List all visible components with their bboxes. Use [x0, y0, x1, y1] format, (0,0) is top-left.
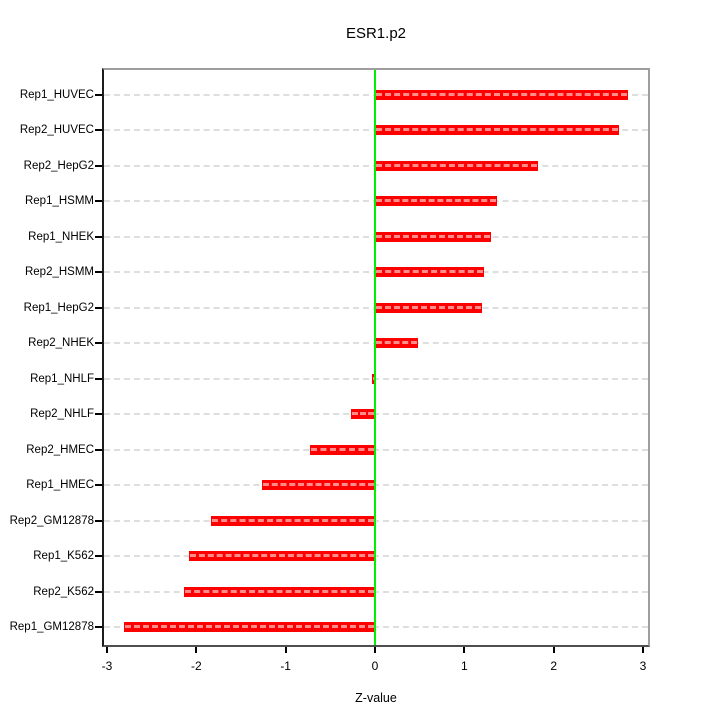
- bar-stripe: [262, 483, 374, 487]
- bar-stripe: [184, 589, 374, 593]
- bar-stripe: [376, 128, 618, 132]
- x-axis-tick: [552, 647, 555, 653]
- bar: [123, 622, 375, 633]
- y-axis-tick: [95, 413, 102, 416]
- bar: [375, 302, 483, 313]
- bar: [375, 90, 628, 100]
- y-axis-label: Rep2_HepG2: [23, 159, 94, 172]
- y-axis-tick: [95, 235, 102, 238]
- bar: [183, 586, 375, 597]
- y-axis-tick: [95, 129, 102, 132]
- x-axis-tick-label: -1: [280, 659, 291, 673]
- bar: [372, 373, 375, 384]
- x-axis-tick: [284, 647, 287, 653]
- y-axis-tick: [95, 306, 102, 309]
- x-axis-tick-label: 1: [460, 659, 468, 673]
- y-axis-tick: [95, 94, 102, 96]
- x-axis-title: Z-value: [355, 691, 397, 705]
- y-axis-label: Rep2_K562: [33, 585, 94, 598]
- y-axis-label: Rep1_HUVEC: [19, 89, 94, 101]
- bar: [210, 515, 375, 526]
- y-axis-label: Rep2_HUVEC: [19, 124, 94, 137]
- y-axis-tick: [95, 590, 102, 593]
- bar-stripe: [124, 625, 374, 629]
- x-axis-tick: [463, 647, 466, 653]
- bar-stripe: [310, 447, 374, 451]
- x-axis-tick: [374, 647, 376, 653]
- bar-stripe: [211, 518, 374, 522]
- y-axis-label: Rep2_NHEK: [28, 337, 94, 350]
- y-axis-label: Rep2_HSMM: [24, 266, 94, 279]
- y-axis-tick: [95, 271, 102, 274]
- bar: [375, 196, 498, 207]
- y-axis-label: Rep2_NHLF: [30, 408, 94, 421]
- y-axis-label: Rep1_GM12878: [9, 621, 94, 634]
- y-axis-tick: [95, 342, 102, 345]
- bar: [261, 480, 375, 491]
- y-axis-label: Rep1_HepG2: [23, 301, 94, 314]
- y-axis-label: Rep2_HMEC: [26, 443, 94, 456]
- bar: [189, 551, 375, 562]
- category-gridline: [104, 626, 648, 629]
- bar-stripe: [376, 199, 497, 203]
- bar-stripe: [376, 270, 483, 274]
- y-axis-label: Rep1_HSMM: [24, 195, 94, 208]
- x-axis-tick-label: -3: [101, 659, 113, 673]
- y-axis-label: Rep2_GM12878: [9, 514, 94, 527]
- bar: [375, 338, 418, 349]
- x-axis-tick-label: -2: [190, 659, 202, 673]
- category-gridline: [104, 519, 648, 522]
- x-axis-tick: [195, 647, 198, 653]
- bar-stripe: [376, 93, 627, 96]
- bar: [309, 444, 375, 455]
- bar-stripe: [376, 305, 482, 309]
- y-axis-tick: [95, 555, 102, 558]
- category-gridline: [104, 377, 648, 380]
- bar-stripe: [376, 341, 417, 345]
- y-axis-tick: [95, 484, 102, 487]
- bar: [375, 267, 484, 278]
- category-gridline: [104, 590, 648, 593]
- bar-stripe: [376, 163, 538, 167]
- bar: [375, 231, 492, 242]
- y-axis-label: Rep1_NHLF: [30, 372, 94, 385]
- x-axis-tick-label: 0: [371, 659, 379, 673]
- plot-area: -3 -2 -1 0 1 2 3: [95, 68, 650, 673]
- x-axis-tick: [106, 647, 108, 653]
- x-axis-tick-label: 3: [639, 659, 647, 673]
- y-axis-tick: [95, 519, 102, 522]
- y-axis-label: Rep1_NHEK: [28, 230, 94, 243]
- category-gridline: [104, 484, 648, 487]
- category-gridline: [104, 413, 648, 416]
- y-axis-tick: [95, 164, 102, 167]
- y-axis-label: Rep1_K562: [33, 550, 94, 563]
- x-axis-tick: [641, 647, 644, 653]
- y-axis-tick: [95, 626, 102, 629]
- y-axis-tick: [95, 448, 102, 451]
- bar-stripe: [376, 234, 491, 238]
- category-gridline: [104, 448, 648, 451]
- zero-reference-line: [374, 70, 376, 645]
- x-axis-tick-label: 2: [550, 659, 557, 673]
- y-axis-label: Rep1_HMEC: [26, 479, 94, 492]
- y-axis-tick: [95, 377, 102, 380]
- bar-stripe: [190, 554, 374, 558]
- bar: [375, 125, 619, 136]
- category-gridline: [104, 555, 648, 558]
- bar: [375, 160, 539, 171]
- chart-title: ESR1.p2: [345, 25, 407, 42]
- y-axis-tick: [95, 200, 102, 203]
- bar-stripe: [373, 376, 374, 380]
- bar-stripe: [351, 412, 374, 416]
- bar: [350, 409, 375, 420]
